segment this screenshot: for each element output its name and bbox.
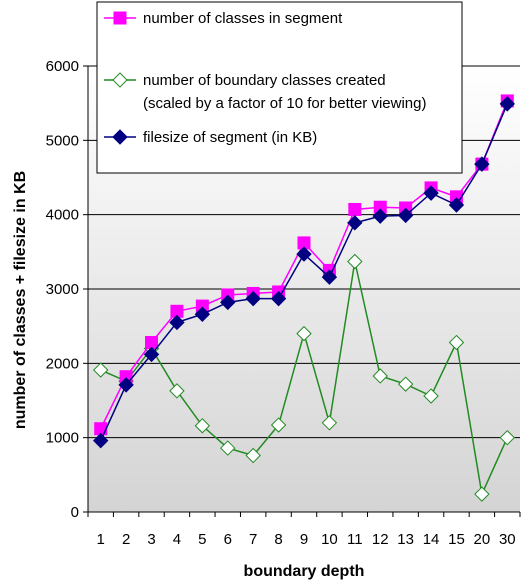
legend-label: (scaled by a factor of 10 for better vie…: [143, 95, 426, 112]
x-tick-label: 2: [122, 531, 130, 548]
legend-item: number of boundary classes created (scale…: [104, 72, 426, 112]
y-tick-label: 0: [71, 504, 79, 521]
x-tick-label: 10: [321, 531, 338, 548]
legend-label: filesize of segment (in KB): [143, 129, 317, 146]
y-axis-title: number of classes + filesize in KB: [12, 171, 29, 429]
legend-marker: [113, 11, 127, 25]
data-point: [348, 202, 362, 216]
data-point: [397, 376, 414, 392]
legend-marker: [112, 72, 128, 88]
x-tick-label: 1: [97, 531, 105, 548]
data-point: [270, 290, 287, 307]
data-point: [169, 314, 185, 331]
data-point: [347, 215, 363, 231]
x-tick-label: 7: [249, 531, 257, 548]
data-point: [92, 362, 109, 378]
data-point: [194, 306, 211, 322]
x-tick-label: 12: [372, 531, 389, 548]
data-point: [423, 185, 439, 201]
x-tick-label: 4: [173, 531, 181, 548]
data-point: [321, 415, 338, 431]
legend-item: number of classes in segment: [104, 10, 343, 27]
data-point: [143, 346, 160, 363]
x-tick-label: 9: [300, 531, 308, 548]
data-point: [474, 156, 490, 172]
legend-item: filesize of segment (in KB): [104, 129, 317, 146]
x-tick-label: 14: [423, 531, 440, 548]
legend: number of classes in segment number of bo…: [96, 1, 463, 174]
data-point: [169, 383, 185, 399]
x-axis-ticks: 1 2 3 4 5 6 7 8 9 10 11 12 13 14 15 20 30: [87, 512, 521, 548]
x-tick-label: 20: [474, 531, 491, 548]
data-point: [423, 388, 439, 404]
x-tick-label: 11: [347, 531, 363, 548]
data-point: [372, 368, 388, 384]
x-tick-label: 8: [274, 531, 282, 548]
x-tick-label: 6: [224, 531, 232, 548]
x-tick-label: 30: [499, 531, 516, 548]
y-tick-label: 4000: [46, 207, 79, 224]
x-tick-label: 3: [147, 531, 155, 548]
data-point: [321, 269, 338, 285]
data-point: [92, 432, 109, 449]
data-point: [474, 486, 490, 502]
data-point: [194, 418, 211, 434]
data-point: [118, 377, 134, 393]
legend-label: number of boundary classes created: [143, 72, 386, 89]
data-point: [270, 417, 287, 433]
data-point: [296, 246, 312, 262]
y-tick-label: 2000: [46, 355, 79, 372]
y-axis-ticks: 0 1000 2000 3000 4000 5000 6000: [46, 58, 88, 521]
legend-label: number of classes in segment: [143, 10, 343, 27]
data-point: [448, 334, 465, 351]
x-tick-label: 15: [448, 531, 465, 548]
y-tick-label: 6000: [46, 58, 79, 75]
y-tick-label: 1000: [46, 430, 79, 447]
y-tick-label: 3000: [46, 281, 79, 298]
x-axis-title: boundary depth: [244, 563, 365, 580]
x-tick-label: 13: [397, 531, 414, 548]
data-point: [448, 197, 465, 213]
data-point: [347, 253, 363, 270]
data-point: [296, 325, 312, 342]
data-point: [220, 440, 236, 456]
series-group: [92, 94, 516, 502]
data-point: [499, 96, 516, 112]
legend-box: [96, 1, 463, 174]
data-point: [245, 447, 261, 464]
data-point: [245, 290, 261, 307]
data-point: [397, 207, 414, 224]
data-point: [499, 429, 516, 446]
series-3: [92, 96, 516, 449]
y-tick-label: 5000: [46, 132, 79, 149]
data-point: [220, 294, 236, 311]
x-tick-label: 5: [198, 531, 206, 548]
data-point: [372, 208, 388, 224]
legend-marker: [112, 129, 128, 145]
